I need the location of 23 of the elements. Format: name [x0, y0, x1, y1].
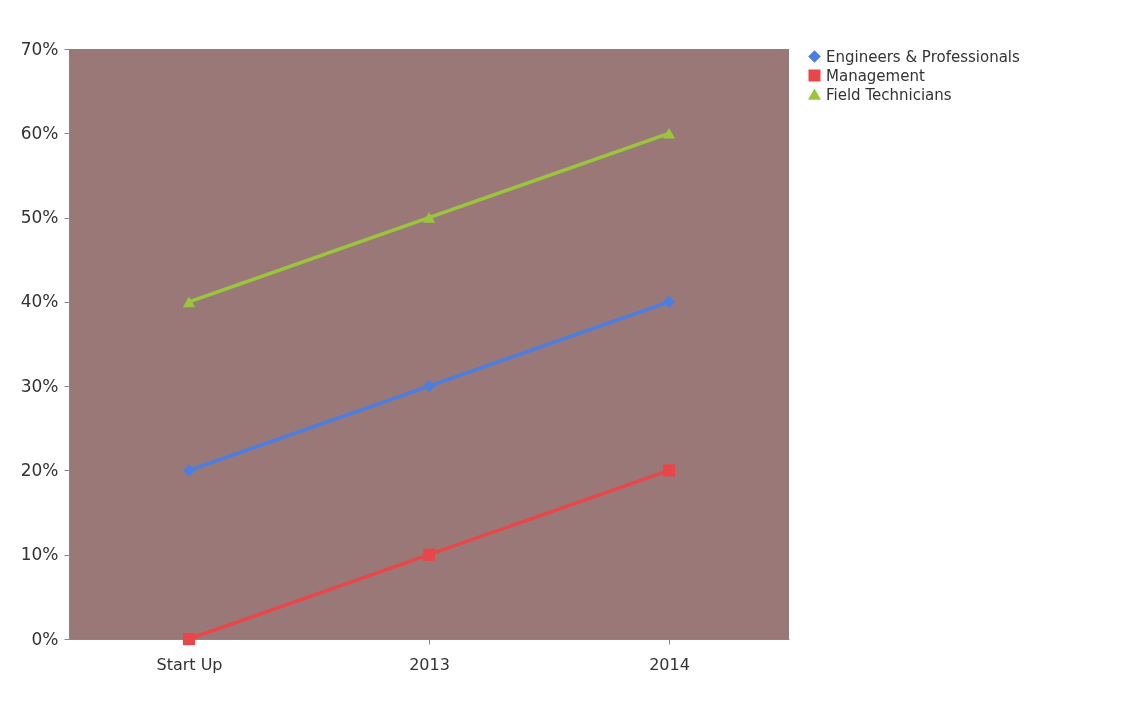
x-tick-label: 2013: [409, 654, 450, 674]
legend-label: Engineers & Professionals: [826, 47, 1020, 66]
y-tick-label: 60%: [20, 122, 59, 143]
x-tick-label: 2014: [649, 654, 690, 674]
y-tick-label: 30%: [20, 375, 59, 396]
y-tick-label: 70%: [20, 38, 59, 59]
legend-label: Field Technicians: [826, 85, 952, 104]
point: [662, 295, 676, 308]
point: [182, 296, 196, 308]
y-tick-label: 10%: [20, 544, 59, 565]
point: [422, 380, 436, 393]
point: [182, 464, 196, 477]
point: [422, 212, 436, 223]
y-tick-label: 40%: [20, 291, 59, 312]
point: [662, 127, 676, 139]
point: [182, 632, 196, 646]
point: [662, 464, 676, 477]
y-tick-label: 0%: [31, 628, 59, 649]
x-tick-label: Start Up: [156, 654, 223, 674]
point: [422, 548, 436, 561]
legend-label: Management: [826, 66, 925, 85]
y-tick-label: 50%: [20, 207, 59, 228]
y-tick-label: 20%: [20, 459, 59, 480]
